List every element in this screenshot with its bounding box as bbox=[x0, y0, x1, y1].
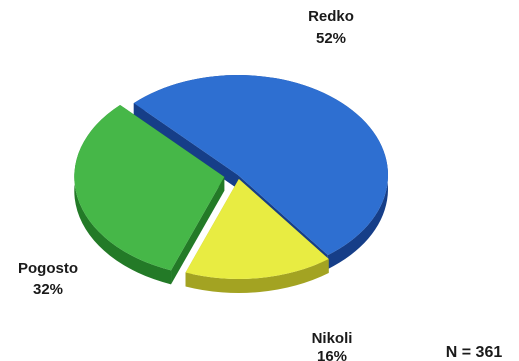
slice-value-pogosto: 32% bbox=[33, 281, 63, 298]
slice-cut-pogosto-0 bbox=[171, 176, 225, 285]
slice-label-redko: Redko bbox=[308, 8, 354, 25]
slice-nikoli bbox=[185, 178, 329, 279]
slice-redko bbox=[133, 75, 388, 256]
slice-label-nikoli: Nikoli bbox=[312, 330, 353, 347]
slice-label-pogosto: Pogosto bbox=[18, 260, 78, 277]
pie-slices bbox=[74, 75, 388, 293]
slice-side-nikoli bbox=[185, 259, 329, 293]
slice-cut-redko-0 bbox=[133, 103, 238, 189]
slice-value-nikoli: 16% bbox=[317, 348, 347, 361]
sample-size-note: N = 361 bbox=[446, 344, 503, 361]
slice-value-redko: 52% bbox=[316, 30, 346, 47]
slice-pogosto bbox=[74, 104, 225, 271]
slice-side-pogosto bbox=[74, 104, 172, 285]
